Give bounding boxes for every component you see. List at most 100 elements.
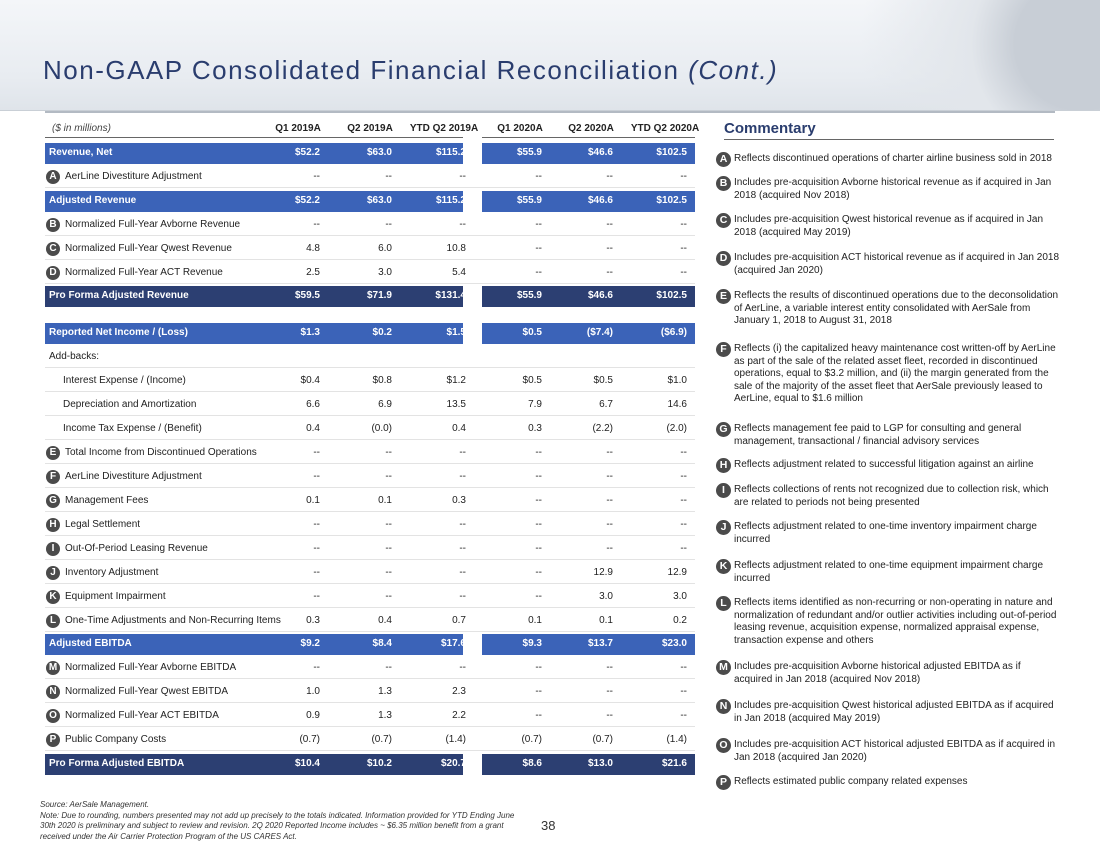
row-label: Normalized Full-Year Avborne EBITDA — [65, 662, 237, 673]
row-value: 0.4 — [378, 615, 392, 626]
row-value: -- — [680, 267, 687, 278]
row-value: -- — [459, 567, 466, 578]
row-value: -- — [313, 171, 320, 182]
commentary-text: Reflects the results of discontinued ope… — [734, 290, 1059, 326]
row-label: Management Fees — [65, 495, 149, 506]
table-row: Public Company Costs (0.7) (0.7) (1.4) (0.7)… — [45, 730, 695, 751]
row-value: $46.6 — [587, 195, 613, 206]
table-row: Adjusted Revenue $52.2 $63.0 $115.2 $55.9 $46… — [45, 191, 695, 212]
row-label: Total Income from Discontinued Operation… — [65, 447, 257, 458]
row-value: 0.3 — [452, 495, 466, 506]
row-value: -- — [459, 171, 466, 182]
row-value: (0.0) — [371, 423, 392, 434]
row-value: -- — [459, 219, 466, 230]
commentary-badge: M — [716, 660, 731, 675]
commentary-badge: O — [716, 738, 731, 753]
row-value: 2.3 — [452, 686, 466, 697]
commentary-text: Includes pre-acquisition ACT historical … — [734, 252, 1059, 276]
commentary-badge: I — [716, 483, 731, 498]
row-value: (1.4) — [445, 734, 466, 745]
row-divider — [45, 487, 695, 488]
commentary-rule — [724, 139, 1054, 140]
row-value: 6.6 — [306, 399, 320, 410]
table-row: Income Tax Expense / (Benefit) 0.4 (0.0) 0.… — [45, 419, 695, 440]
row-badge: I — [46, 542, 60, 556]
row-divider — [45, 463, 695, 464]
table-row: Legal Settlement -- -- -- -- -- -- — [45, 515, 695, 536]
row-value: -- — [535, 591, 542, 602]
commentary-text: Reflects collections of rents not recogn… — [734, 484, 1049, 508]
row-value: -- — [385, 519, 392, 530]
commentary-text: Includes pre-acquisition Avborne histori… — [734, 661, 1021, 685]
table-row: Normalized Full-Year Avborne Revenue -- --… — [45, 215, 695, 236]
row-value: $9.2 — [300, 638, 320, 649]
row-value: 0.2 — [673, 615, 687, 626]
row-value: 0.1 — [599, 615, 613, 626]
row-value: $20.7 — [440, 758, 466, 769]
commentary-badge: G — [716, 422, 731, 437]
row-divider — [45, 583, 695, 584]
row-value: $1.2 — [446, 375, 466, 386]
table-row: Normalized Full-Year Avborne EBITDA -- -- -… — [45, 658, 695, 679]
row-value: (0.7) — [592, 734, 613, 745]
row-value: 3.0 — [673, 591, 687, 602]
row-value: -- — [313, 219, 320, 230]
row-value: 6.9 — [378, 399, 392, 410]
row-value: $0.2 — [372, 327, 392, 338]
row-value: $1.5 — [446, 327, 466, 338]
column-header: YTD Q2 2020A — [630, 123, 700, 134]
row-value: -- — [535, 686, 542, 697]
row-value: $46.6 — [587, 147, 613, 158]
row-value: 13.5 — [446, 399, 466, 410]
row-highlight-band — [45, 754, 463, 775]
row-divider — [45, 702, 695, 703]
column-header: YTD Q2 2019A — [409, 123, 479, 134]
row-value: -- — [680, 471, 687, 482]
row-value: 2.5 — [306, 267, 320, 278]
table-row: Adjusted EBITDA $9.2 $8.4 $17.6 $9.3 $13.7 $23… — [45, 634, 695, 655]
row-divider — [45, 631, 695, 632]
row-value: 6.7 — [599, 399, 613, 410]
row-value: -- — [680, 662, 687, 673]
row-label: AerLine Divestiture Adjustment — [65, 471, 202, 482]
row-value: (0.7) — [371, 734, 392, 745]
row-value: -- — [385, 471, 392, 482]
row-highlight-band — [482, 191, 695, 212]
row-value: 0.7 — [452, 615, 466, 626]
row-value: 0.1 — [528, 615, 542, 626]
row-label: AerLine Divestiture Adjustment — [65, 171, 202, 182]
row-value: $8.6 — [522, 758, 542, 769]
row-badge: P — [46, 733, 60, 747]
row-label: Pro Forma Adjusted EBITDA — [49, 758, 185, 769]
commentary-badge: F — [716, 342, 731, 357]
row-value: 12.9 — [667, 567, 687, 578]
row-value: 0.1 — [306, 495, 320, 506]
row-value: 2.2 — [452, 710, 466, 721]
row-divider — [45, 559, 695, 560]
row-value: -- — [385, 567, 392, 578]
row-label: Public Company Costs — [65, 734, 167, 745]
row-value: $59.5 — [294, 290, 320, 301]
row-value: -- — [313, 543, 320, 554]
row-divider — [45, 415, 695, 416]
row-divider — [45, 535, 695, 536]
row-value: 0.4 — [306, 423, 320, 434]
row-value: 1.3 — [378, 686, 392, 697]
row-value: -- — [385, 662, 392, 673]
row-label: Out-Of-Period Leasing Revenue — [65, 543, 208, 554]
row-value: 14.6 — [667, 399, 687, 410]
row-value: $10.4 — [294, 758, 320, 769]
table-row: Normalized Full-Year Qwest Revenue 4.8 6.0… — [45, 239, 695, 260]
commentary-badge: L — [716, 596, 731, 611]
row-value: -- — [535, 662, 542, 673]
row-value: -- — [680, 686, 687, 697]
table-row: Pro Forma Adjusted EBITDA $10.4 $10.2 $20.7… — [45, 754, 695, 775]
row-badge: C — [46, 242, 60, 256]
row-value: $63.0 — [366, 195, 392, 206]
row-value: $0.5 — [593, 375, 613, 386]
row-value: $0.5 — [522, 375, 542, 386]
row-value: -- — [606, 471, 613, 482]
commentary-text: Reflects discontinued operations of char… — [734, 153, 1052, 164]
row-badge: J — [46, 566, 60, 580]
row-value: -- — [680, 710, 687, 721]
